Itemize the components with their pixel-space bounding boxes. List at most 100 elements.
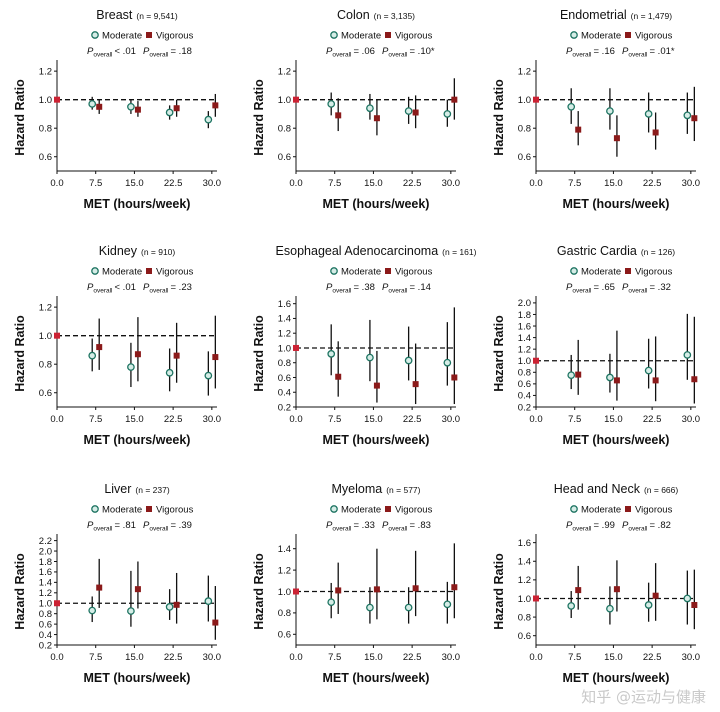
x-tick-label: 30.0: [442, 652, 461, 663]
moderate-point: [127, 363, 135, 371]
moderate-point: [606, 604, 614, 613]
legend-vigorous-marker: [385, 32, 391, 38]
legend-moderate-label: Moderate: [581, 267, 621, 278]
vigorous-point: [173, 601, 180, 608]
vigorous-point: [96, 103, 103, 110]
chart-title: Kidney (n = 910): [99, 244, 176, 258]
y-tick-label: 0.4: [278, 388, 291, 399]
y-tick-label: 0.6: [278, 152, 291, 163]
x-tick-label: 7.5: [328, 178, 341, 189]
moderate-point: [327, 100, 336, 108]
p-overall-vigorous: Poverall = .14: [382, 282, 431, 295]
chart-title: Myeloma (n = 577): [332, 482, 421, 496]
x-tick-label: 15.0: [125, 178, 144, 189]
x-tick-label: 7.5: [568, 178, 581, 189]
y-tick-label: 0.4: [39, 630, 52, 641]
y-tick-label: 1.4: [278, 314, 291, 325]
y-tick-label: 0.2: [39, 640, 52, 651]
y-tick-label: 1.0: [278, 343, 291, 354]
legend-moderate-label: Moderate: [341, 267, 381, 278]
legend-vigorous-label: Vigorous: [395, 31, 433, 42]
x-tick-label: 7.5: [89, 414, 102, 425]
x-axis-label: MET (hours/week): [563, 671, 670, 685]
y-tick-label: 1.4: [518, 333, 531, 344]
y-tick-label: 2.0: [39, 546, 52, 557]
x-tick-label: 22.5: [164, 652, 183, 663]
reference-point: [533, 595, 539, 602]
reference-point: [533, 357, 539, 364]
x-tick-label: 30.0: [203, 414, 222, 425]
y-tick-label: 1.2: [278, 329, 291, 340]
legend-vigorous-marker: [146, 32, 152, 38]
chart-panel: Head and Neck (n = 666) Moderate Vigorous Po…: [492, 482, 700, 685]
chart-title: Gastric Cardia (n = 126): [557, 244, 675, 258]
x-tick-label: 15.0: [125, 652, 144, 663]
y-tick-label: 2.2: [39, 536, 52, 547]
moderate-point: [366, 353, 374, 362]
y-tick-label: 1.0: [39, 599, 52, 610]
y-tick-label: 1.6: [278, 299, 291, 310]
legend-vigorous-label: Vigorous: [635, 267, 673, 278]
moderate-point: [443, 358, 452, 367]
chart-panel: Liver (n = 237) Moderate Vigorous Poverall = …: [13, 482, 221, 685]
x-tick-label: 0.0: [289, 178, 302, 189]
moderate-point: [88, 100, 97, 108]
y-tick-label: 0.8: [518, 368, 531, 379]
vigorous-point: [373, 586, 380, 593]
chart-title: Breast (n = 9,541): [96, 8, 178, 22]
moderate-point: [644, 366, 653, 375]
legend: Moderate Vigorous: [570, 267, 673, 278]
legend-moderate-label: Moderate: [102, 505, 142, 516]
x-axis-label: MET (hours/week): [563, 197, 670, 211]
y-tick-label: 0.6: [518, 631, 531, 642]
vigorous-point: [173, 105, 180, 112]
x-tick-label: 15.0: [604, 178, 623, 189]
x-tick-label: 30.0: [682, 178, 701, 189]
moderate-point: [443, 600, 452, 609]
x-tick-label: 0.0: [50, 178, 63, 189]
legend: Moderate Vigorous: [330, 31, 433, 42]
vigorous-point: [613, 586, 620, 593]
legend-vigorous-marker: [146, 268, 152, 274]
x-tick-label: 30.0: [442, 414, 461, 425]
vigorous-point: [451, 584, 458, 591]
x-tick-label: 30.0: [203, 178, 222, 189]
chart-panel: Colon (n = 3,135) Moderate Vigorous Poverall…: [252, 8, 460, 211]
p-overall-vigorous: Poverall = .82: [622, 520, 671, 533]
reference-point: [293, 344, 299, 351]
moderate-point: [165, 603, 174, 611]
y-tick-label: 1.0: [278, 95, 291, 106]
vigorous-point: [212, 354, 219, 361]
legend: Moderate Vigorous: [570, 31, 673, 42]
x-tick-label: 7.5: [89, 652, 102, 663]
chart-panel: Myeloma (n = 577) Moderate Vigorous Poverall…: [252, 482, 460, 685]
legend-moderate-marker: [330, 31, 338, 39]
vigorous-point: [652, 592, 659, 599]
legend-moderate-marker: [570, 267, 578, 275]
y-tick-label: 1.4: [39, 578, 52, 589]
y-tick-label: 1.2: [278, 66, 291, 77]
y-tick-label: 1.0: [518, 95, 531, 106]
p-overall-moderate: Poverall < .01: [87, 282, 136, 295]
y-tick-label: 1.4: [278, 544, 291, 555]
moderate-point: [644, 110, 653, 118]
moderate-point: [127, 102, 135, 111]
legend: Moderate Vigorous: [570, 505, 673, 516]
moderate-point: [606, 373, 614, 382]
vigorous-point: [373, 382, 380, 389]
chart-panel: Endometrial (n = 1,479) Moderate Vigorous Po…: [492, 8, 700, 211]
x-tick-label: 22.5: [643, 414, 662, 425]
legend-vigorous-label: Vigorous: [156, 505, 194, 516]
vigorous-point: [134, 586, 141, 593]
x-tick-label: 15.0: [364, 652, 383, 663]
y-tick-label: 0.8: [278, 608, 291, 619]
x-tick-label: 7.5: [89, 178, 102, 189]
vigorous-point: [613, 377, 620, 384]
chart-title: Head and Neck (n = 666): [554, 482, 679, 496]
y-tick-label: 1.4: [518, 557, 531, 568]
legend-vigorous-label: Vigorous: [635, 505, 673, 516]
vigorous-point: [335, 112, 342, 119]
legend: Moderate Vigorous: [91, 31, 194, 42]
x-tick-label: 0.0: [289, 652, 302, 663]
